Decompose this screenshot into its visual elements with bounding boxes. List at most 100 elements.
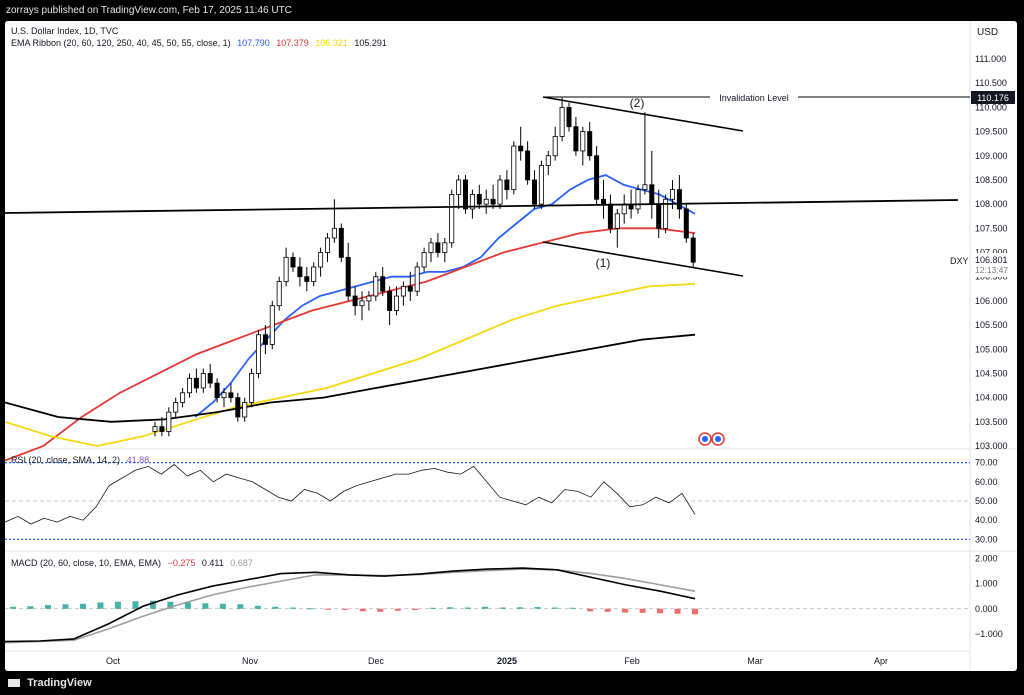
candle-body bbox=[214, 382, 220, 399]
price-axis: 111.000 110.500 110.000 109.500 109.000 108.5… bbox=[975, 54, 1008, 451]
price-tick-label: 105.500 bbox=[975, 320, 1008, 330]
candle-body bbox=[373, 276, 379, 297]
price-tick-label: 104.000 bbox=[975, 393, 1008, 403]
macd-histogram-bar bbox=[272, 606, 279, 609]
invalidation-label: Invalidation Level bbox=[719, 93, 789, 103]
candle-body bbox=[435, 242, 441, 253]
rsi-tick-label: 50.00 bbox=[975, 496, 998, 506]
macd-histogram-bar bbox=[132, 601, 139, 609]
candle-body bbox=[580, 131, 586, 152]
candle-body bbox=[614, 213, 620, 229]
candle-body bbox=[670, 189, 676, 200]
plot-background bbox=[5, 21, 970, 671]
candle-body bbox=[331, 227, 337, 239]
candle-body bbox=[421, 252, 427, 268]
time-label: Nov bbox=[242, 656, 259, 666]
candle-body bbox=[656, 203, 662, 229]
candlestick-series bbox=[152, 97, 696, 437]
rsi-legend-label: RSI (20, close, SMA, 14, 2) bbox=[11, 455, 120, 465]
time-label: Apr bbox=[874, 656, 888, 666]
candle-body bbox=[207, 373, 213, 384]
macd-histogram-bar bbox=[202, 603, 209, 609]
candle-body bbox=[518, 145, 524, 152]
candle-body bbox=[676, 189, 682, 210]
candle-body bbox=[559, 106, 565, 137]
rsi-tick-label: 30.00 bbox=[975, 534, 998, 544]
candle-body bbox=[311, 266, 317, 282]
candle-body bbox=[690, 237, 696, 263]
candle-body bbox=[283, 256, 289, 282]
macd-histogram-bar bbox=[464, 607, 471, 609]
macd-histogram-bar bbox=[114, 601, 121, 609]
price-tick-label: 105.000 bbox=[975, 344, 1008, 354]
macd-histogram-bar bbox=[44, 605, 51, 609]
candle-body bbox=[387, 290, 393, 311]
rsi-legend: RSI (20, close, SMA, 14, 2) 41.88 bbox=[11, 455, 149, 465]
time-label: Mar bbox=[747, 656, 763, 666]
ema-line bbox=[5, 333, 696, 423]
price-tick-label: 111.000 bbox=[975, 54, 1006, 64]
macd-histogram-bar bbox=[657, 608, 664, 614]
macd-histogram-bar bbox=[517, 607, 524, 609]
candle-body bbox=[249, 373, 255, 403]
macd-histogram-bar bbox=[377, 608, 384, 612]
ema-line bbox=[5, 283, 696, 447]
horizontal-trendline[interactable] bbox=[5, 199, 959, 214]
candle-body bbox=[594, 155, 600, 200]
rsi-axis: 70.00 60.00 50.00 40.00 30.00 bbox=[975, 458, 998, 545]
time-label: Feb bbox=[624, 656, 640, 666]
symbol-title: U.S. Dollar Index, 1D, TVC bbox=[11, 26, 119, 36]
chart-canvas[interactable]: 111.000 110.500 110.000 109.500 109.000 108.5… bbox=[5, 21, 1017, 671]
candle-body bbox=[221, 392, 227, 399]
macd-histogram-bar bbox=[587, 608, 594, 612]
macd-histogram-bar bbox=[62, 604, 69, 609]
candle-body bbox=[400, 285, 406, 297]
candle-body bbox=[483, 198, 489, 205]
candle-body bbox=[304, 276, 310, 282]
macd-histogram-bar bbox=[569, 607, 576, 609]
ema-legend-label: EMA Ribbon (20, 60, 120, 250, 40, 45, 50… bbox=[11, 38, 231, 48]
macd-histogram-bar bbox=[359, 608, 366, 612]
rsi-tick-label: 40.00 bbox=[975, 515, 998, 525]
macd-histogram-bar bbox=[10, 606, 16, 609]
candle-body bbox=[545, 155, 551, 166]
candle-body bbox=[538, 165, 544, 205]
macd-tick-label: 0.000 bbox=[975, 604, 998, 614]
candle-body bbox=[297, 266, 303, 278]
candle-body bbox=[193, 377, 199, 389]
economic-event-icon[interactable] bbox=[698, 432, 725, 446]
candle-body bbox=[407, 285, 413, 292]
candle-body bbox=[173, 402, 179, 413]
macd-histogram-bar bbox=[674, 608, 681, 614]
candle-body bbox=[290, 256, 296, 268]
macd-histogram-bar bbox=[97, 602, 104, 609]
price-tick-label: 108.000 bbox=[975, 199, 1008, 209]
candle-body bbox=[166, 411, 172, 432]
rsi-line bbox=[5, 463, 696, 525]
candle-body bbox=[490, 198, 496, 205]
candle-body bbox=[393, 295, 399, 311]
macd-histogram-bar bbox=[149, 600, 156, 609]
candle-body bbox=[428, 242, 434, 253]
candle-body bbox=[532, 179, 538, 205]
candle-body bbox=[621, 203, 627, 215]
candle-body bbox=[497, 179, 503, 205]
ema-legend-value-4: 105.291 bbox=[354, 38, 387, 48]
macd-histogram-bar bbox=[604, 608, 611, 612]
tradingview-logo-icon bbox=[8, 679, 20, 688]
macd-histogram-bar bbox=[622, 608, 629, 613]
candle-body bbox=[456, 179, 462, 195]
price-highlight-value: 110.176 bbox=[977, 93, 1009, 103]
candle-body bbox=[601, 198, 607, 205]
macd-histogram-bar bbox=[254, 605, 261, 609]
macd-histogram-bar bbox=[412, 608, 419, 611]
wave-2-label: (2) bbox=[630, 96, 645, 110]
channel-upper-line[interactable] bbox=[542, 96, 744, 132]
price-tick-label: 107.000 bbox=[975, 248, 1008, 258]
rsi-legend-value: 41.88 bbox=[127, 455, 150, 465]
channel-lower-line[interactable] bbox=[542, 241, 744, 277]
currency-label: USD bbox=[977, 27, 998, 38]
ema-line bbox=[194, 174, 696, 418]
candle-body bbox=[338, 227, 344, 258]
